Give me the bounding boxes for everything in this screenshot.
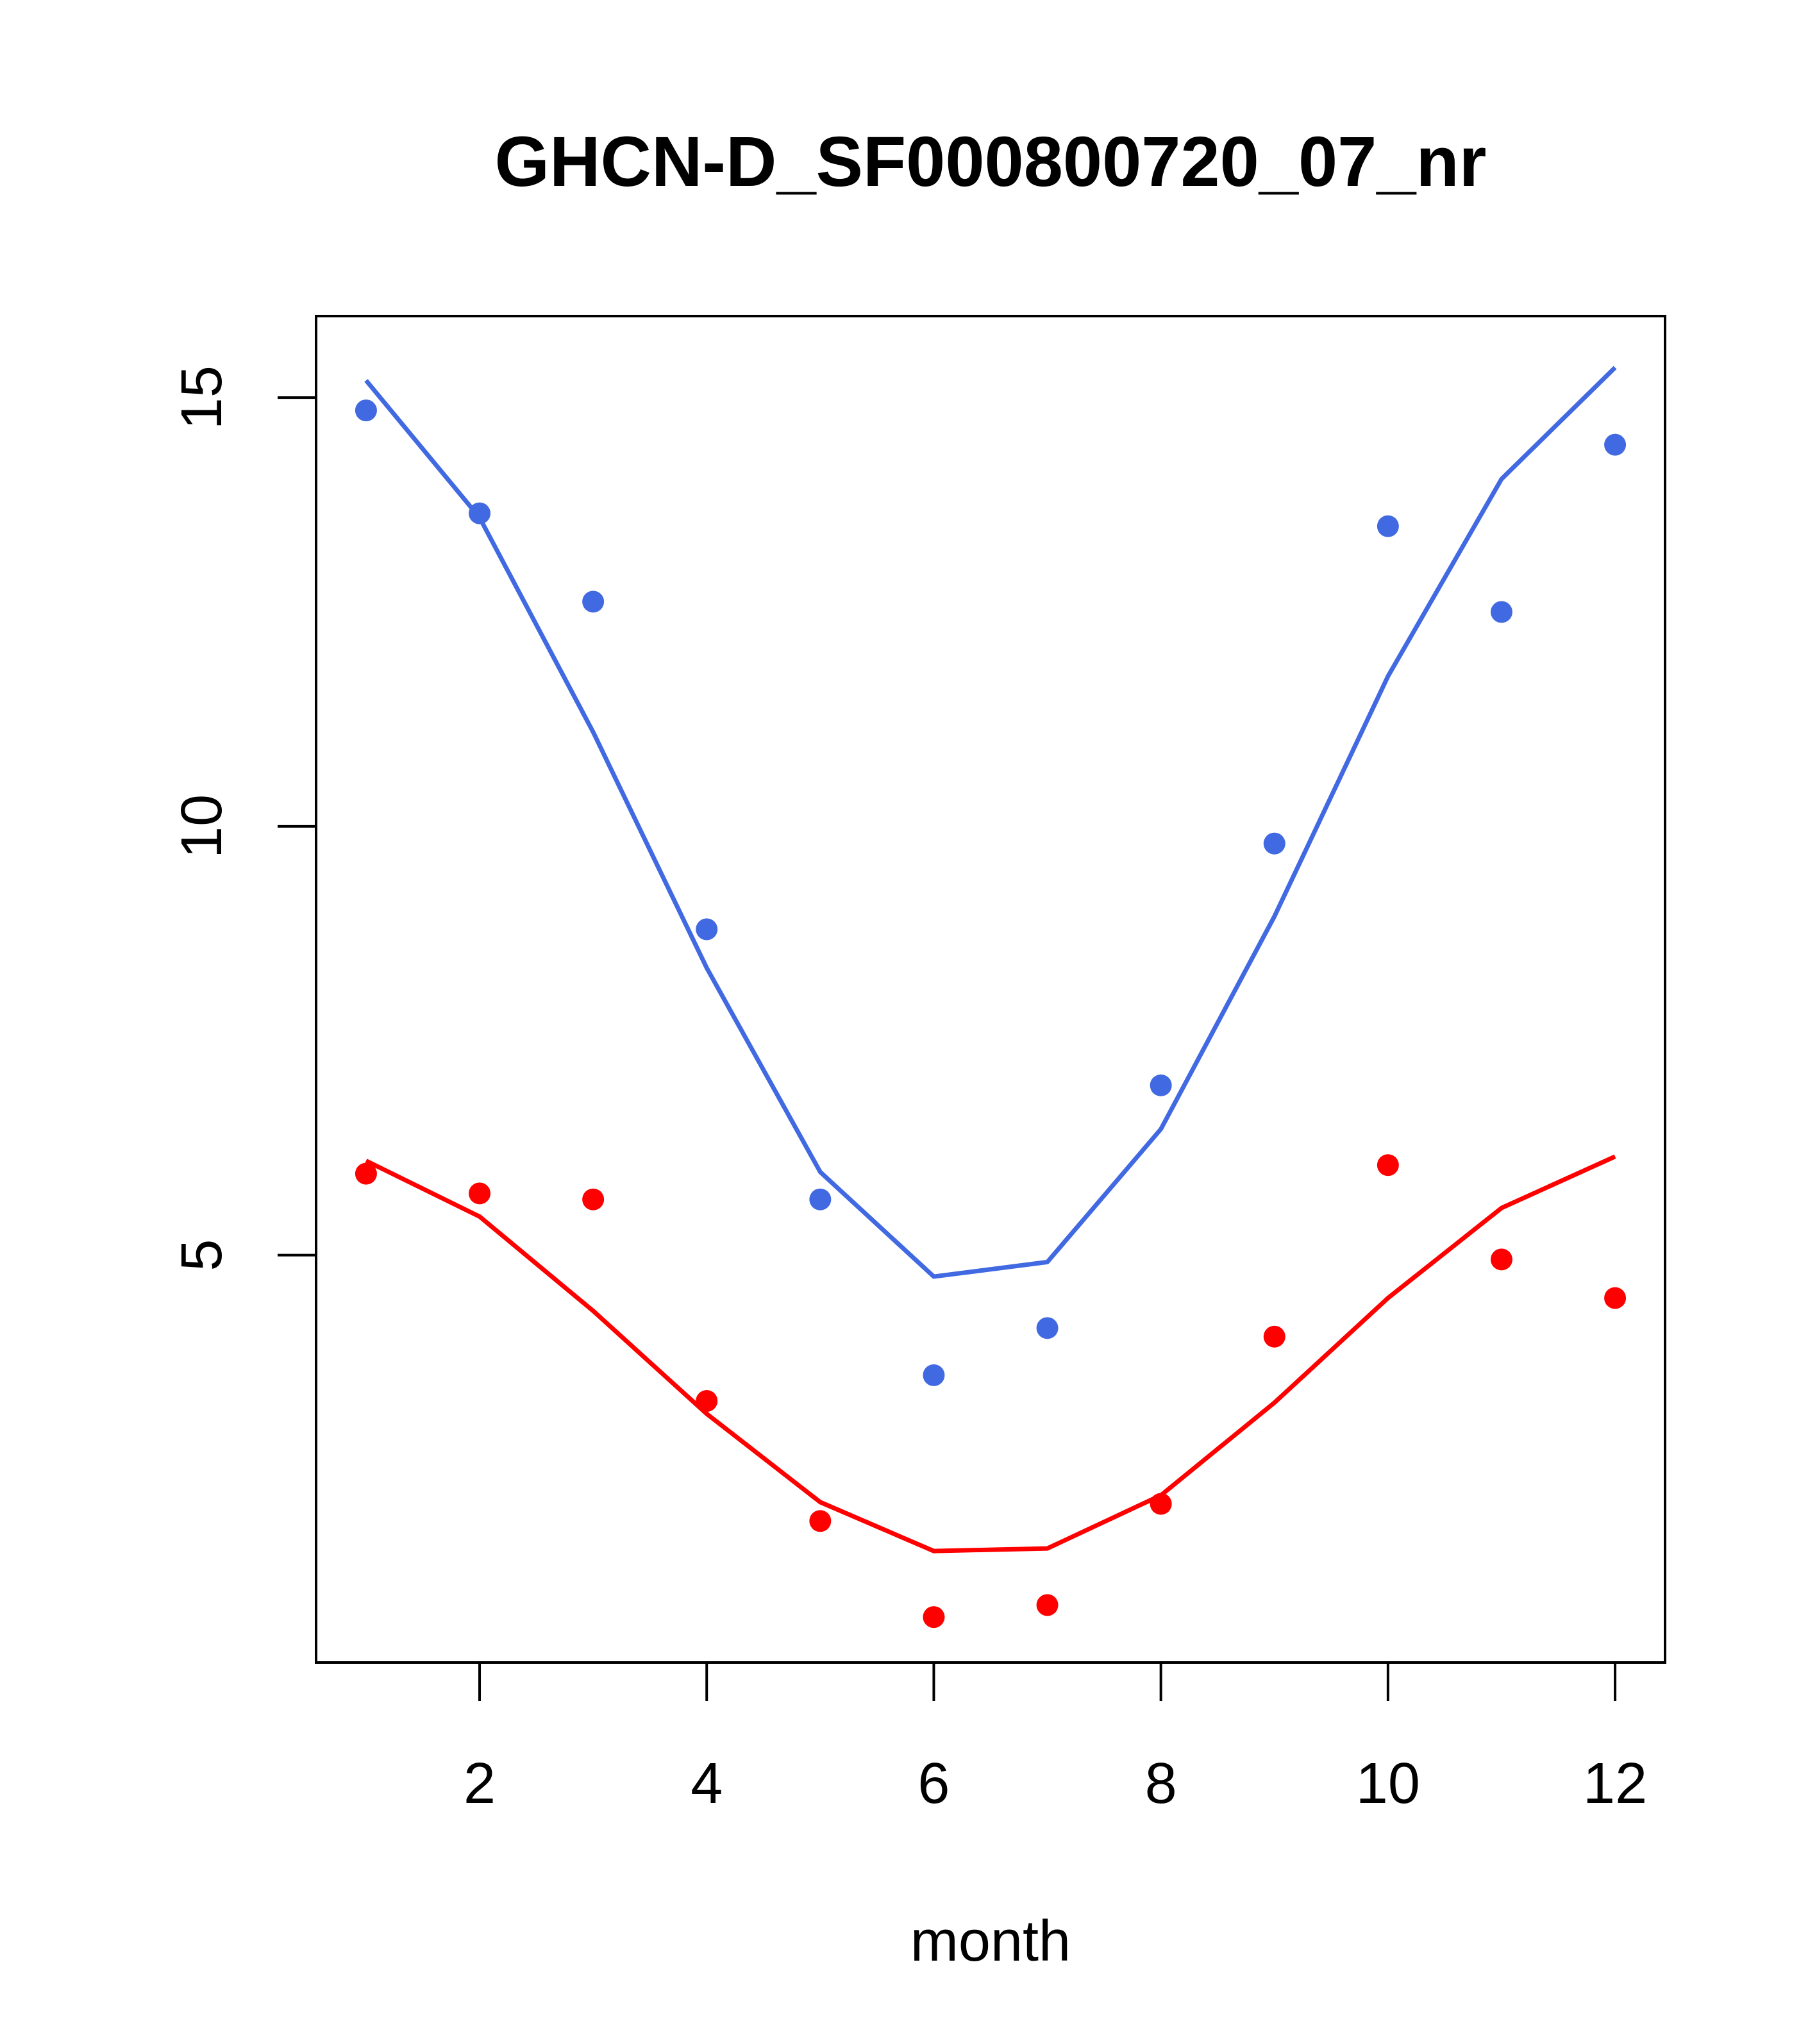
y-tick-label: 15 <box>170 365 234 430</box>
series-1-point <box>1490 601 1512 623</box>
series-2-point <box>355 1162 377 1185</box>
x-tick-label: 10 <box>1356 1752 1420 1816</box>
series-2-point <box>1036 1594 1059 1616</box>
x-tick-label: 6 <box>917 1752 950 1816</box>
series-1-fit-line <box>364 365 1617 1279</box>
plot-frame <box>315 315 1666 1664</box>
series-layer <box>355 365 1627 1629</box>
series-2-point <box>1150 1493 1172 1515</box>
series-1-point <box>582 591 605 613</box>
series-1-point <box>355 399 377 422</box>
series-1 <box>355 365 1627 1386</box>
y-tick-label: 5 <box>170 1239 234 1271</box>
series-1-point <box>809 1188 832 1210</box>
x-tick-label: 8 <box>1145 1752 1177 1816</box>
y-axis: 5 10 15 <box>170 365 317 1271</box>
series-1-point <box>1604 433 1627 456</box>
series-2 <box>355 1154 1627 1629</box>
series-2-point <box>809 1510 832 1532</box>
series-2-point <box>696 1390 718 1412</box>
series-2-point <box>469 1182 491 1205</box>
series-2-point <box>1263 1325 1285 1348</box>
series-1-point <box>1377 515 1399 537</box>
series-2-fit-line <box>365 1154 1616 1554</box>
chart-title: GHCN-D_SF000800720_07_nr <box>495 122 1487 201</box>
x-axis-label: month <box>910 1909 1071 1973</box>
x-tick-label: 12 <box>1583 1752 1647 1816</box>
series-1-point <box>1263 832 1285 855</box>
series-1-point <box>696 918 718 941</box>
series-2-point <box>923 1606 945 1629</box>
series-1-point <box>1150 1074 1172 1096</box>
x-tick-label: 2 <box>464 1752 496 1816</box>
series-1-point <box>923 1364 945 1386</box>
series-2-point <box>1377 1154 1399 1177</box>
series-2-point <box>582 1188 605 1210</box>
y-tick-label: 10 <box>170 794 234 859</box>
series-1-point <box>1036 1317 1059 1339</box>
series-1-point <box>469 502 491 524</box>
x-tick-label: 4 <box>691 1752 723 1816</box>
x-axis: 2 4 6 8 10 12 <box>464 1661 1647 1816</box>
series-2-point <box>1490 1248 1512 1271</box>
series-2-point <box>1604 1287 1627 1309</box>
